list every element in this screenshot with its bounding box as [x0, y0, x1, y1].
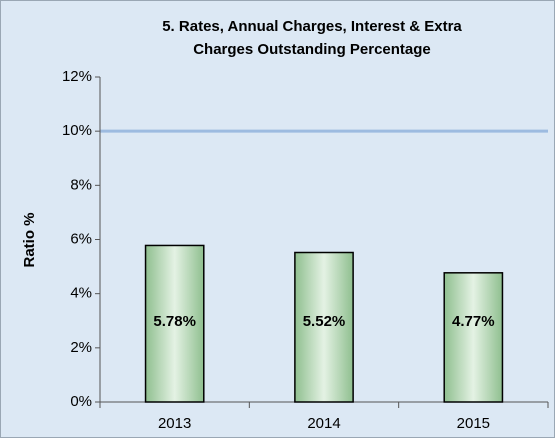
- value-label: 4.77%: [452, 313, 495, 330]
- chart-title: Charges Outstanding Percentage: [193, 41, 431, 58]
- y-tick-label: 0%: [70, 393, 92, 410]
- y-tick-label: 4%: [70, 285, 92, 302]
- x-tick-label: 2015: [457, 415, 490, 432]
- x-tick-label: 2014: [307, 415, 340, 432]
- y-tick-label: 2%: [70, 339, 92, 356]
- y-tick-label: 12%: [62, 68, 92, 85]
- y-tick-label: 8%: [70, 176, 92, 193]
- y-tick-label: 6%: [70, 230, 92, 247]
- value-label: 5.52%: [303, 313, 346, 330]
- bar: [294, 251, 354, 403]
- value-label: 5.78%: [153, 313, 196, 330]
- x-tick-label: 2013: [158, 415, 191, 432]
- y-tick-label: 10%: [62, 122, 92, 139]
- y-axis-label: Ratio %: [21, 212, 38, 267]
- bar: [144, 244, 205, 403]
- bar: [443, 272, 504, 403]
- chart-title: 5. Rates, Annual Charges, Interest & Ext…: [162, 18, 462, 35]
